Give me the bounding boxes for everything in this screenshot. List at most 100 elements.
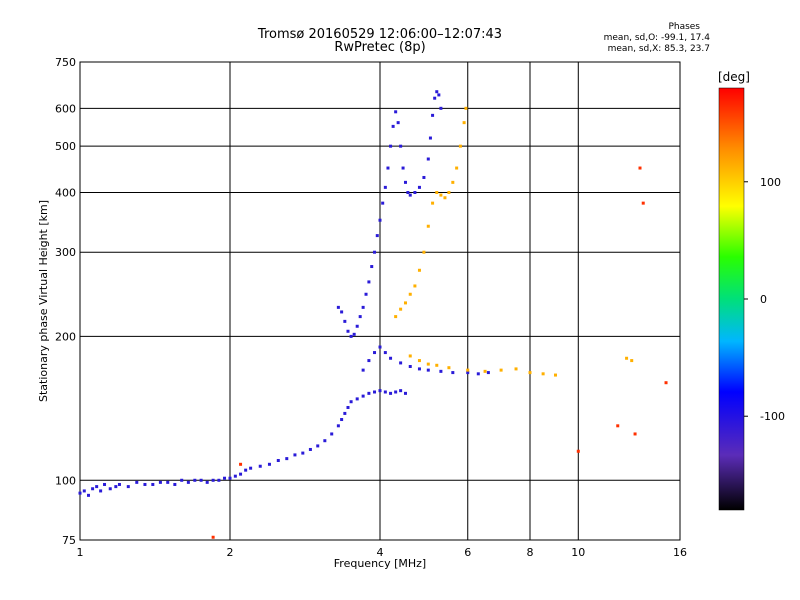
data-point-X: [443, 196, 447, 200]
data-point-O: [396, 121, 400, 125]
y-tick-label: 600: [55, 102, 76, 115]
data-point-X: [435, 363, 439, 367]
phases-o-stats: mean, sd,O: -99.1, 17.4: [603, 33, 710, 43]
data-point-O: [370, 265, 374, 269]
x-tick-label: 6: [464, 546, 471, 559]
colorbar-unit: [deg]: [718, 70, 750, 84]
y-tick-label: 750: [55, 56, 76, 69]
data-point-O: [316, 444, 320, 448]
data-point-X: [431, 201, 435, 205]
data-point-X: [553, 373, 557, 377]
data-point-O: [358, 315, 362, 319]
y-tick-label: 300: [55, 246, 76, 259]
data-point-O: [394, 110, 398, 114]
data-point-O: [205, 480, 209, 484]
data-point-O: [228, 476, 232, 480]
data-point-O: [373, 351, 377, 355]
y-tick-label: 500: [55, 140, 76, 153]
data-point-O: [364, 292, 368, 296]
data-point-O: [408, 193, 412, 197]
colorbar-ticks: 100 0 -100: [744, 176, 785, 423]
data-point-O: [361, 368, 365, 372]
data-point-O: [389, 391, 393, 395]
data-point-X: [514, 367, 518, 371]
data-point-O: [426, 368, 430, 372]
data-point-O: [276, 458, 280, 462]
chart-subtitle: RwPretec (8p): [334, 40, 426, 55]
data-point-O: [451, 371, 455, 375]
data-point-X: [426, 362, 430, 366]
data-point-O: [466, 371, 470, 375]
data-point-O: [95, 485, 99, 489]
data-point-O: [86, 493, 90, 497]
colorbar: [718, 87, 745, 511]
data-point-O: [126, 485, 130, 489]
data-point-X: [483, 369, 487, 373]
data-point-O: [375, 234, 379, 238]
data-point-O: [428, 136, 432, 140]
data-point-O: [193, 478, 197, 482]
chart-title: Tromsø 20160529 12:06:00–12:07:43: [257, 27, 503, 42]
data-point-O: [386, 166, 390, 170]
data-point-other: [638, 166, 642, 170]
data-point-O: [82, 489, 86, 493]
data-point-O: [373, 250, 377, 254]
data-point-O: [199, 478, 203, 482]
x-tick-label: 8: [527, 546, 534, 559]
data-point-O: [355, 397, 359, 401]
data-point-O: [78, 491, 82, 495]
y-tick-label: 400: [55, 186, 76, 199]
data-point-O: [367, 391, 371, 395]
data-point-X: [399, 307, 403, 311]
data-point-O: [361, 305, 365, 309]
data-point-other: [211, 535, 215, 539]
data-point-O: [158, 480, 162, 484]
data-point-O: [426, 157, 430, 161]
data-point-O: [301, 451, 305, 455]
data-points: [78, 90, 668, 539]
data-point-X: [422, 250, 426, 254]
data-point-O: [437, 93, 441, 97]
data-point-O: [346, 405, 350, 409]
data-point-O: [336, 424, 340, 428]
data-point-O: [361, 394, 365, 398]
data-point-X: [417, 359, 421, 363]
data-point-O: [330, 432, 334, 436]
data-point-X: [541, 372, 545, 376]
data-point-O: [381, 201, 385, 205]
data-point-X: [439, 193, 443, 197]
data-point-O: [352, 332, 356, 336]
data-point-O: [343, 411, 347, 415]
data-point-O: [239, 472, 243, 476]
data-point-O: [233, 474, 237, 478]
phases-title: Phases: [668, 22, 700, 32]
data-point-O: [401, 166, 405, 170]
data-point-O: [180, 478, 184, 482]
data-point-O: [383, 390, 387, 394]
data-point-O: [308, 447, 312, 451]
data-point-O: [383, 185, 387, 189]
data-point-X: [447, 366, 451, 370]
x-tick-label: 4: [377, 546, 384, 559]
data-point-X: [447, 190, 451, 194]
data-point-O: [378, 218, 382, 222]
x-axis-label: Frequency [MHz]: [334, 557, 426, 570]
data-point-O: [391, 124, 395, 128]
data-point-O: [417, 185, 421, 189]
data-point-O: [217, 478, 221, 482]
data-point-O: [223, 476, 227, 480]
data-point-O: [151, 482, 155, 486]
data-point-O: [431, 113, 435, 117]
data-point-O: [143, 482, 147, 486]
data-point-X: [462, 121, 466, 125]
x-tick-label: 1: [77, 546, 84, 559]
grid: [80, 62, 680, 540]
x-tick-label: 2: [227, 546, 234, 559]
data-point-O: [355, 324, 359, 328]
data-point-O: [244, 468, 248, 472]
data-point-O: [336, 305, 340, 309]
y-tick-label: 200: [55, 330, 76, 343]
data-point-X: [625, 356, 629, 360]
data-point-O: [399, 389, 403, 393]
data-point-X: [466, 368, 470, 372]
